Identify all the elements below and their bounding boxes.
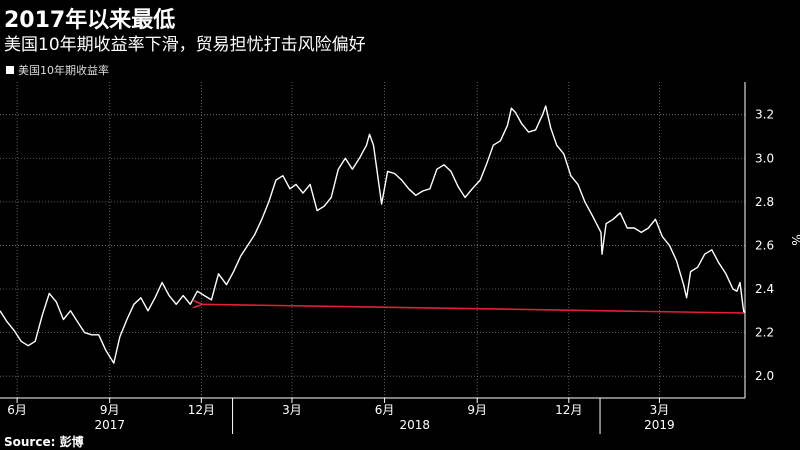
annotations [201, 304, 745, 314]
year-label: 2018 [400, 418, 431, 432]
grid [0, 82, 745, 398]
series [0, 105, 745, 364]
x-tick-label: 9月 [100, 403, 120, 417]
legend-label: 美国10年期收益率 [18, 64, 109, 77]
legend-swatch [6, 66, 14, 74]
y-tick-label: 2.4 [755, 282, 774, 296]
y-tick-label: 2.2 [755, 326, 774, 340]
y-tick-label: 3.2 [755, 108, 774, 122]
x-tick-label: 3月 [282, 403, 302, 417]
y-axis-label: % [789, 234, 800, 245]
x-tick-label: 6月 [7, 403, 27, 417]
x-tick-label: 12月 [188, 403, 215, 417]
chart-subtitle: 美国10年期收益率下滑，贸易担忧打击风险偏好 [4, 35, 366, 55]
y-tick-label: 3.0 [755, 151, 774, 165]
yield-series-line [0, 105, 745, 364]
y-tick-label: 2.0 [755, 369, 774, 383]
chart-title: 2017年以来最低 [4, 8, 176, 33]
annotation-arrow [201, 304, 745, 314]
x-tick-label: 3月 [650, 403, 670, 417]
y-tick-label: 2.8 [755, 195, 774, 209]
axes: 2.0 2.2 2.4 2.6 2.8 3.0 3.2% 6月 9月 12月 3月 6月 9月 12月 3月… [0, 82, 800, 434]
year-label: 2019 [644, 418, 675, 432]
x-tick-label: 9月 [467, 403, 487, 417]
x-tick-label: 6月 [375, 403, 395, 417]
x-tick-label: 12月 [555, 403, 582, 417]
year-label: 2017 [94, 418, 125, 432]
y-tick-label: 2.6 [755, 238, 774, 252]
legend: 美国10年期收益率 [6, 62, 109, 78]
source-note: Source: 彭博 [4, 435, 84, 449]
